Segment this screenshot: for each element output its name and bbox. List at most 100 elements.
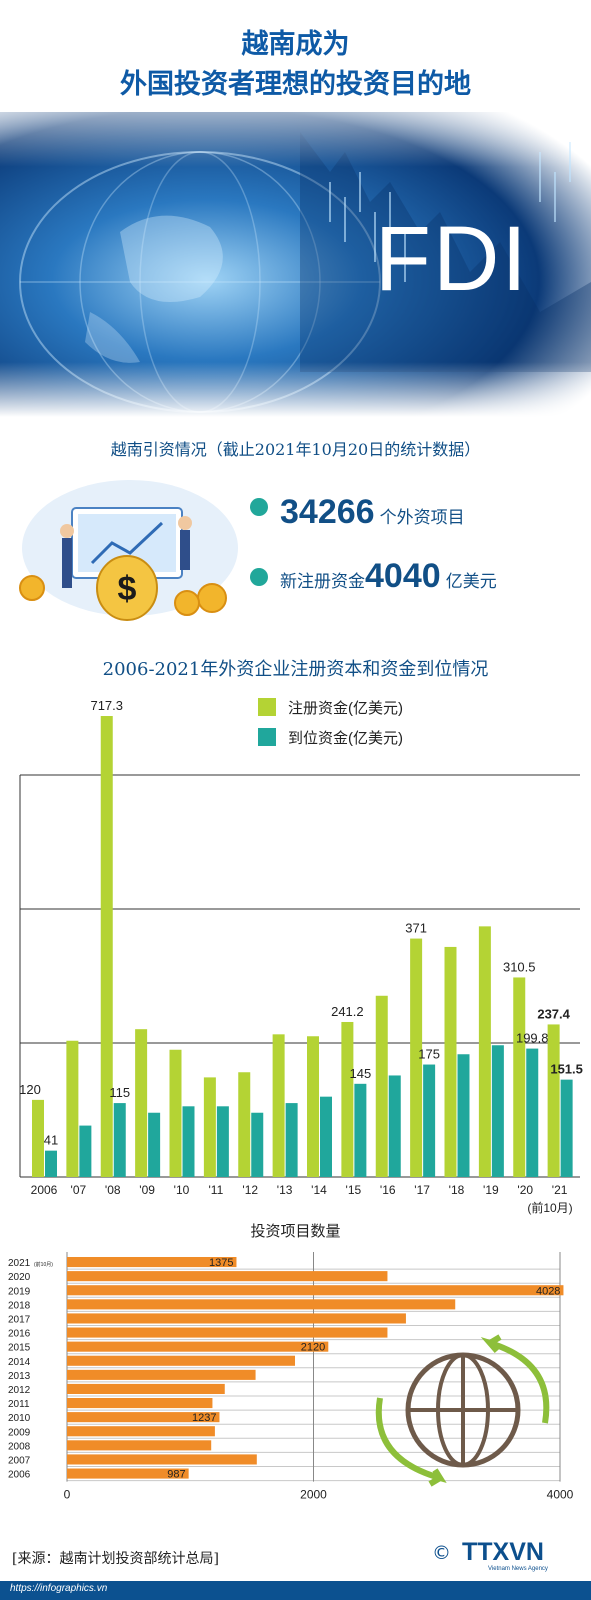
x-tick-label: '17 xyxy=(414,1183,430,1197)
y-tick-note: (前10月) xyxy=(34,1261,53,1268)
capital-prefix: 新注册资金 xyxy=(280,572,365,592)
x-tick-label: '19 xyxy=(483,1183,499,1197)
capital-value: 4040 xyxy=(365,557,441,595)
copyright-symbol: © xyxy=(432,1542,451,1564)
x-tick-label: '08 xyxy=(105,1183,121,1197)
bar-projects xyxy=(67,1426,215,1437)
data-label-registered: 120 xyxy=(19,1082,41,1097)
bar-registered xyxy=(307,1036,319,1177)
x-tick-label: '09 xyxy=(139,1183,155,1197)
data-label-registered: 717.3 xyxy=(90,698,123,713)
bar-disbursed xyxy=(182,1106,195,1177)
data-label-disbursed: 115 xyxy=(109,1085,130,1100)
bar-disbursed xyxy=(388,1075,401,1177)
data-label-registered: 241.2 xyxy=(331,1004,364,1019)
globe-arrow-icon xyxy=(375,1334,550,1487)
ttxvn-logo: TTXVN xyxy=(462,1538,544,1566)
y-tick-label: 2006 xyxy=(8,1470,31,1481)
bar-projects xyxy=(67,1327,388,1338)
registered-disbursed-bar-chart: 2006 120 41 '07 '08 717.3 115 '09 '10 '11 '12 '13 '1… xyxy=(19,698,583,1215)
bar-projects xyxy=(67,1440,212,1451)
bar-projects xyxy=(67,1355,296,1366)
bar-disbursed xyxy=(113,1103,126,1177)
data-label-projects: 2120 xyxy=(301,1342,325,1354)
bar-disbursed xyxy=(457,1054,470,1177)
bar-disbursed xyxy=(491,1045,504,1177)
bar-projects xyxy=(67,1454,257,1465)
bar-disbursed xyxy=(423,1064,436,1177)
project-count-bar-chart: 2021 (前10月) 1375 2020 2019 4028 2018 2017 2016 20… xyxy=(8,1252,574,1502)
data-label-projects: 1237 xyxy=(192,1412,216,1424)
bar-disbursed xyxy=(216,1106,229,1177)
data-label-projects: 4028 xyxy=(536,1285,560,1297)
bar-registered xyxy=(272,1034,285,1177)
source-note: [来源：越南计划投资部统计总局] xyxy=(12,1551,219,1567)
bar-registered xyxy=(547,1024,560,1177)
bar-registered xyxy=(410,938,423,1177)
bar-disbursed xyxy=(45,1150,57,1177)
bar-projects xyxy=(67,1271,388,1282)
x-tick-label: '14 xyxy=(311,1183,327,1197)
bar-projects xyxy=(67,1398,213,1409)
summary-subtitle: 越南引资情况（截止2021年10月20日的统计数据） xyxy=(110,440,481,459)
bar-projects xyxy=(67,1285,564,1296)
bar-projects xyxy=(67,1369,256,1380)
investment-illustration: $ xyxy=(19,480,238,621)
projects-label: 个外资项目 xyxy=(379,508,465,528)
bar-registered xyxy=(203,1077,216,1177)
x-tick-label: '11 xyxy=(209,1183,224,1197)
x-tick-label: 2000 xyxy=(300,1488,327,1502)
bar-disbursed xyxy=(354,1083,367,1177)
stat-projects: 34266 个外资项目 xyxy=(280,493,465,532)
bar-registered xyxy=(135,1029,148,1177)
y-tick-label: 2013 xyxy=(8,1371,31,1382)
y-tick-label: 2019 xyxy=(8,1286,31,1297)
bar-disbursed xyxy=(251,1112,264,1177)
chart2-title: 投资项目数量 xyxy=(250,1222,341,1240)
bar-projects xyxy=(67,1468,189,1479)
capital-suffix: 亿美元 xyxy=(445,572,497,592)
x-tick-label: '13 xyxy=(277,1183,293,1197)
legend-label-disbursed: 到位资金(亿美元) xyxy=(288,730,403,747)
legend-swatch-registered xyxy=(258,698,276,716)
legend-swatch-disbursed xyxy=(258,728,276,746)
y-tick-label: 2015 xyxy=(8,1343,31,1354)
y-tick-label: 2011 xyxy=(8,1399,30,1410)
ttxvn-logo-subtitle: Vietnam News Agency xyxy=(488,1566,548,1572)
page-title-line2: 外国投资者理想的投资目的地 xyxy=(120,69,471,100)
stat-bullet-1 xyxy=(250,498,268,516)
globe-arrow-left xyxy=(375,1397,447,1487)
x-note-label: (前10月) xyxy=(527,1200,572,1215)
y-tick-label: 2018 xyxy=(8,1300,31,1311)
stat-capital: 新注册资金4040 亿美元 xyxy=(280,557,497,596)
data-label-projects: 1375 xyxy=(209,1257,233,1269)
bar-registered xyxy=(375,995,388,1177)
bar-disbursed xyxy=(148,1112,161,1177)
bar-registered xyxy=(341,1021,354,1177)
projects-value: 34266 xyxy=(280,493,375,531)
y-tick-label: 2016 xyxy=(8,1329,31,1340)
data-label-disbursed: 41 xyxy=(44,1133,58,1148)
footer-bar xyxy=(0,1581,591,1600)
x-tick-label: '20 xyxy=(517,1183,533,1197)
fdi-banner-image: FDI xyxy=(0,112,591,417)
x-tick-label: '12 xyxy=(242,1183,258,1197)
bar-registered xyxy=(444,946,457,1177)
bar-registered xyxy=(169,1049,182,1177)
banner-globe-graphic xyxy=(0,112,591,417)
footer-url-link[interactable]: https://infographics.vn xyxy=(10,1583,108,1594)
y-tick-label: 2014 xyxy=(8,1357,31,1368)
bar-projects xyxy=(67,1412,220,1423)
data-label-registered: 237.4 xyxy=(537,1006,570,1021)
legend-label-registered: 注册资金(亿美元) xyxy=(288,700,403,717)
x-tick-label: '16 xyxy=(380,1183,396,1197)
bar-projects xyxy=(67,1257,237,1268)
bar-projects xyxy=(67,1313,406,1324)
data-label-registered: 310.5 xyxy=(503,959,536,974)
bar-disbursed xyxy=(560,1079,573,1177)
bar-disbursed xyxy=(285,1103,298,1177)
data-label-projects: 987 xyxy=(167,1469,185,1481)
data-label-disbursed: 199.8 xyxy=(516,1031,549,1046)
bar-registered xyxy=(513,977,526,1177)
bar-registered xyxy=(66,1040,79,1177)
